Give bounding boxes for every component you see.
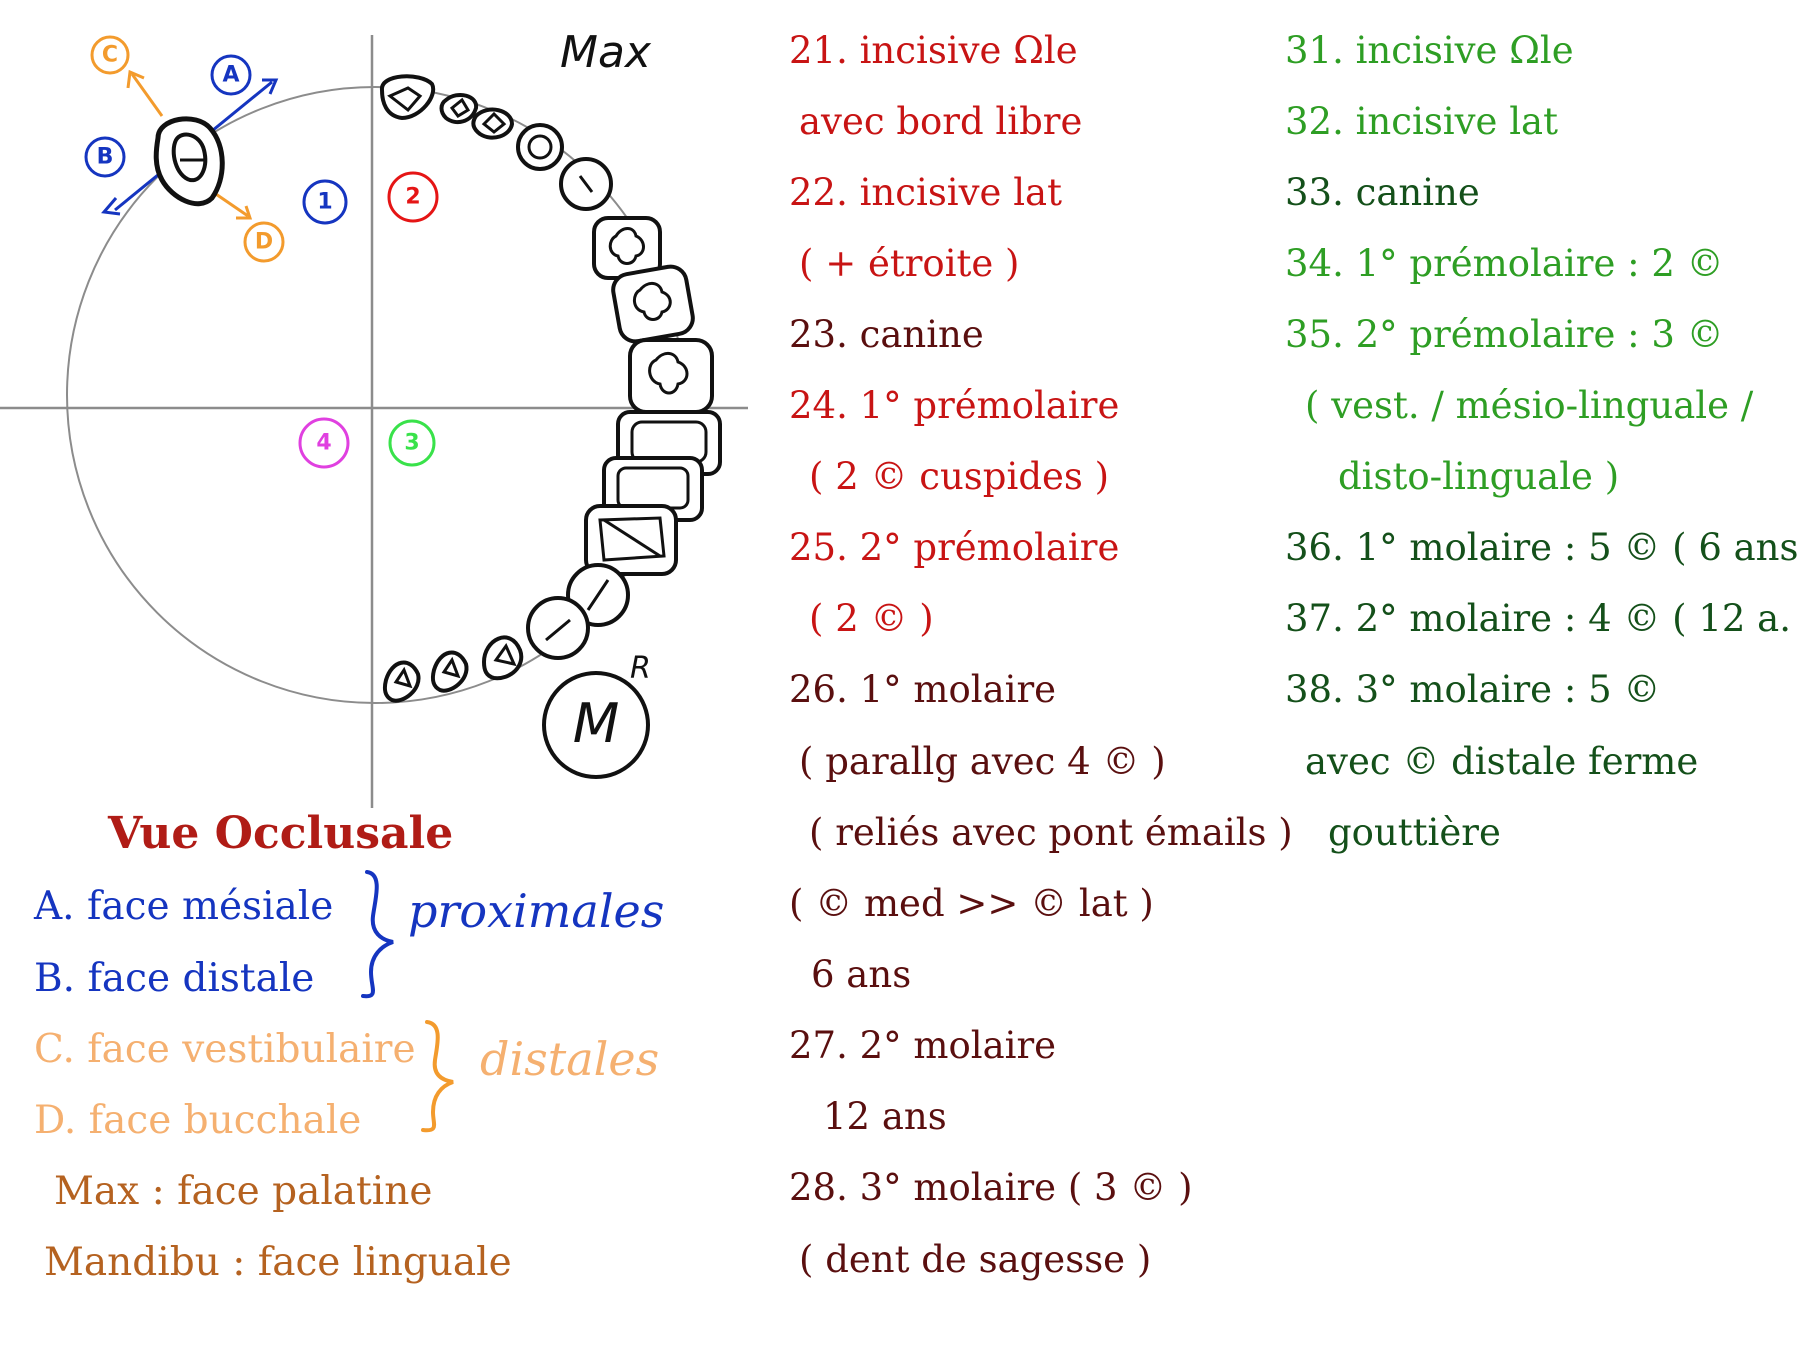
- tooth-28-icon: [628, 338, 714, 414]
- note-distales: distales: [480, 1032, 660, 1086]
- tooth-21-icon: [380, 74, 436, 121]
- list-item: 12 ans: [823, 1095, 947, 1138]
- list-item: avec bord libre: [799, 100, 1083, 143]
- list-item: ( parallg avec 4 © ): [799, 740, 1166, 783]
- r-label: R: [630, 651, 651, 686]
- tooth-32-icon: [430, 650, 469, 693]
- svg-text:M: M: [573, 692, 620, 755]
- svg-text:1: 1: [317, 190, 332, 215]
- tooth-23-icon: [471, 107, 515, 140]
- list-item: 32. incisive lat: [1285, 100, 1558, 143]
- tooth-24-icon: [516, 123, 564, 171]
- face-c-label: C: [90, 35, 130, 75]
- list-item: ( © med >> © lat ): [789, 882, 1154, 925]
- face-d-label: D: [243, 221, 285, 263]
- list-item: ( reliés avec pont émails ): [809, 811, 1293, 854]
- tooth-27-icon: [611, 264, 695, 344]
- svg-text:B: B: [97, 145, 114, 170]
- maxillary-teeth: [380, 74, 714, 414]
- list-item: 21. incisive Ωle: [789, 29, 1078, 72]
- legend-mesiale: A. face mésiale: [34, 884, 334, 929]
- list-item: ( 2 © ): [809, 597, 934, 640]
- list-item: 34. 1° prémolaire : 2 ©: [1285, 242, 1724, 285]
- list-item: ( dent de sagesse ): [799, 1238, 1152, 1281]
- svg-text:4: 4: [316, 431, 331, 456]
- legend-vestibulaire: C. face vestibulaire: [34, 1027, 416, 1072]
- svg-text:A: A: [222, 63, 239, 88]
- list-item: 36. 1° molaire : 5 © ( 6 ans: [1285, 526, 1799, 569]
- svg-text:D: D: [255, 230, 273, 255]
- svg-text:2: 2: [405, 185, 420, 210]
- face-b-label: B: [84, 136, 126, 178]
- list-item: 6 ans: [811, 953, 912, 996]
- occlusal-diagram: Max 1 2 3 4 A B C D: [0, 27, 748, 808]
- note-proximales: proximales: [408, 884, 665, 938]
- svg-text:3: 3: [404, 431, 419, 456]
- m-symbol: M R: [542, 651, 651, 779]
- face-a-label: A: [210, 54, 252, 96]
- tooth-faces-sketch: A B C D: [84, 35, 285, 263]
- list-item: 27. 2° molaire: [789, 1024, 1057, 1067]
- list-item: ( + étroite ): [799, 242, 1020, 285]
- list-item: 37. 2° molaire : 4 © ( 12 a.: [1285, 597, 1791, 640]
- list-item: gouttière: [1328, 811, 1501, 854]
- list-item: disto-linguale ): [1338, 455, 1620, 498]
- tooth-22-icon: [439, 92, 479, 125]
- diagram-title: Vue Occlusale: [108, 808, 454, 859]
- list-item: ( vest. / mésio-linguale /: [1305, 384, 1754, 427]
- tooth-33-icon: [481, 635, 524, 681]
- list-item: 22. incisive lat: [789, 171, 1062, 214]
- max-label: Max: [560, 27, 652, 78]
- list-item: 33. canine: [1285, 171, 1480, 214]
- tooth-31-icon: [382, 660, 421, 703]
- list-item: 31. incisive Ωle: [1285, 29, 1574, 72]
- legend-braces: [361, 870, 454, 1133]
- list-item: 24. 1° prémolaire: [789, 384, 1120, 427]
- quadrant-4: 4: [298, 417, 350, 469]
- tooth-34-icon: [526, 596, 590, 660]
- legend-palatine: Max : face palatine: [54, 1169, 433, 1214]
- quadrant-2: 2: [387, 171, 439, 223]
- svg-text:C: C: [102, 43, 118, 68]
- mandibular-teeth: [382, 410, 722, 703]
- legend-bucchale: D. face bucchale: [34, 1098, 362, 1143]
- list-item: 38. 3° molaire : 5 ©: [1285, 668, 1661, 711]
- legend-distale: B. face distale: [34, 956, 315, 1001]
- list-item: 25. 2° prémolaire: [789, 526, 1120, 569]
- list-item: avec © distale ferme: [1305, 740, 1699, 783]
- list-item: 23. canine: [789, 313, 984, 356]
- list-item: 35. 2° prémolaire : 3 ©: [1285, 313, 1724, 356]
- quadrant-1: 1: [302, 179, 348, 225]
- quadrant-3: 3: [388, 419, 436, 467]
- legend-linguale: Mandibu : face linguale: [44, 1240, 512, 1285]
- list-item: 28. 3° molaire ( 3 © ): [789, 1166, 1193, 1209]
- list-item: ( 2 © cuspides ): [809, 455, 1110, 498]
- list-item: 26. 1° molaire: [789, 668, 1057, 711]
